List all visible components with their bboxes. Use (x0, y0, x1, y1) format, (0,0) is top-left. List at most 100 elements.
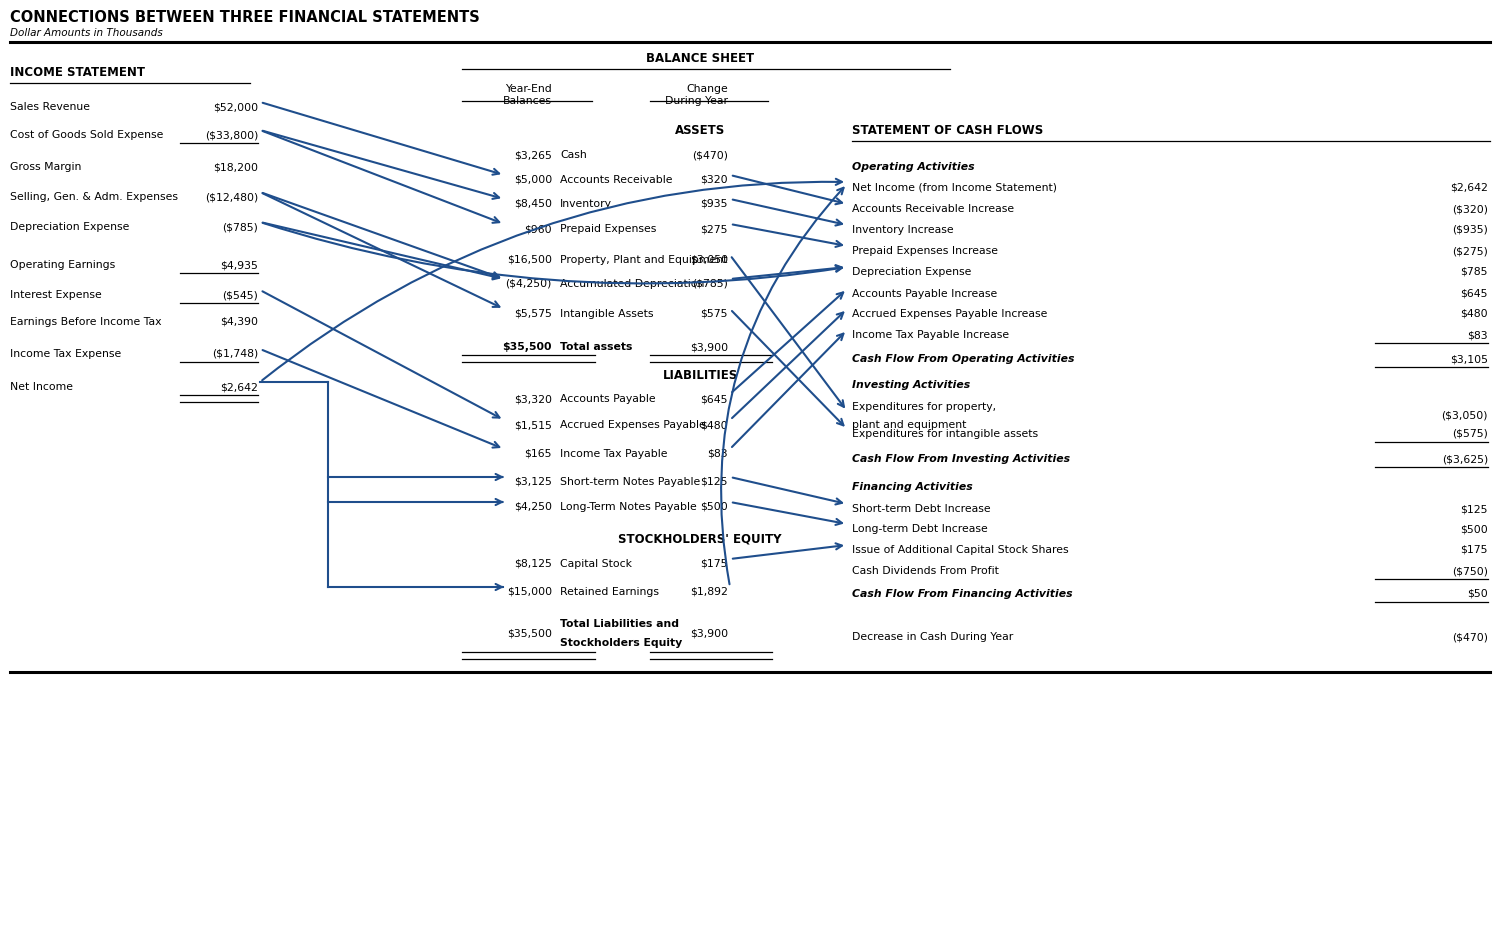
Text: $52,000: $52,000 (213, 102, 258, 112)
Text: $935: $935 (700, 199, 727, 209)
Text: $3,125: $3,125 (514, 477, 552, 487)
Text: LIABILITIES: LIABILITIES (663, 369, 738, 382)
Text: Cash Flow From Investing Activities: Cash Flow From Investing Activities (852, 454, 1070, 464)
Text: $18,200: $18,200 (213, 162, 258, 172)
Text: $2,642: $2,642 (220, 382, 258, 392)
Text: plant and equipment: plant and equipment (852, 420, 966, 430)
Text: $125: $125 (700, 477, 727, 487)
Text: Short-term Notes Payable: Short-term Notes Payable (560, 477, 700, 487)
Text: $4,935: $4,935 (220, 260, 258, 270)
Text: ($575): ($575) (1452, 429, 1488, 439)
Text: Interest Expense: Interest Expense (10, 290, 102, 300)
Text: ($275): ($275) (1452, 246, 1488, 256)
Text: ($4,250): ($4,250) (506, 279, 552, 289)
Text: $83: $83 (708, 449, 728, 459)
Text: Income Tax Payable Increase: Income Tax Payable Increase (852, 330, 1010, 340)
Text: Change
During Year: Change During Year (664, 84, 728, 106)
Text: $5,575: $5,575 (514, 309, 552, 319)
Text: $50: $50 (1467, 589, 1488, 599)
Text: Retained Earnings: Retained Earnings (560, 587, 658, 597)
Text: $83: $83 (1467, 330, 1488, 340)
Text: Year-End
Balances: Year-End Balances (503, 84, 552, 106)
Text: $4,250: $4,250 (514, 502, 552, 512)
Text: Cash Flow From Financing Activities: Cash Flow From Financing Activities (852, 589, 1072, 599)
Text: ASSETS: ASSETS (675, 124, 724, 137)
Text: Investing Activities: Investing Activities (852, 380, 970, 390)
Text: $645: $645 (700, 394, 727, 404)
Text: Expenditures for intangible assets: Expenditures for intangible assets (852, 429, 1038, 439)
Text: Income Tax Expense: Income Tax Expense (10, 349, 122, 359)
Text: Cash: Cash (560, 150, 586, 160)
Text: $175: $175 (1461, 545, 1488, 555)
Text: $3,900: $3,900 (690, 342, 728, 352)
Text: Depreciation Expense: Depreciation Expense (852, 267, 972, 277)
Text: ($545): ($545) (222, 290, 258, 300)
Text: Accumulated Depreciation: Accumulated Depreciation (560, 279, 705, 289)
Text: ($470): ($470) (692, 150, 728, 160)
Text: ($785): ($785) (222, 222, 258, 232)
Text: Accounts Receivable Increase: Accounts Receivable Increase (852, 204, 1014, 214)
Text: STOCKHOLDERS' EQUITY: STOCKHOLDERS' EQUITY (618, 532, 782, 545)
Text: ($935): ($935) (1452, 225, 1488, 235)
Text: Prepaid Expenses: Prepaid Expenses (560, 224, 657, 234)
Text: Gross Margin: Gross Margin (10, 162, 81, 172)
Text: Long-term Debt Increase: Long-term Debt Increase (852, 524, 987, 534)
Text: ($3,050): ($3,050) (1442, 411, 1488, 421)
Text: $480: $480 (1461, 309, 1488, 319)
Text: $960: $960 (525, 224, 552, 234)
Text: Short-term Debt Increase: Short-term Debt Increase (852, 504, 990, 514)
Text: $35,500: $35,500 (507, 629, 552, 639)
Text: $8,125: $8,125 (514, 559, 552, 569)
Text: Depreciation Expense: Depreciation Expense (10, 222, 129, 232)
Text: Prepaid Expenses Increase: Prepaid Expenses Increase (852, 246, 998, 256)
Text: $5,000: $5,000 (513, 175, 552, 185)
Text: Cash Flow From Operating Activities: Cash Flow From Operating Activities (852, 354, 1074, 364)
Text: Stockholders Equity: Stockholders Equity (560, 638, 682, 648)
Text: ($470): ($470) (1452, 632, 1488, 642)
Text: Total Liabilities and: Total Liabilities and (560, 619, 680, 629)
Text: Total assets: Total assets (560, 342, 633, 352)
Text: $500: $500 (700, 502, 727, 512)
Text: $275: $275 (700, 224, 727, 234)
Text: Property, Plant and Equipment: Property, Plant and Equipment (560, 255, 728, 265)
Text: BALANCE SHEET: BALANCE SHEET (646, 52, 754, 65)
Text: Net Income (from Income Statement): Net Income (from Income Statement) (852, 182, 1058, 192)
Text: $2,642: $2,642 (1450, 182, 1488, 192)
Text: Cost of Goods Sold Expense: Cost of Goods Sold Expense (10, 130, 164, 140)
Text: ($12,480): ($12,480) (204, 192, 258, 202)
Text: Accounts Receivable: Accounts Receivable (560, 175, 672, 185)
Text: Capital Stock: Capital Stock (560, 559, 632, 569)
Text: ($320): ($320) (1452, 204, 1488, 214)
Text: Decrease in Cash During Year: Decrease in Cash During Year (852, 632, 1014, 642)
Text: Long-Term Notes Payable: Long-Term Notes Payable (560, 502, 696, 512)
Text: $16,500: $16,500 (507, 255, 552, 265)
Text: $3,265: $3,265 (514, 150, 552, 160)
Text: Intangible Assets: Intangible Assets (560, 309, 654, 319)
Text: Selling, Gen. & Adm. Expenses: Selling, Gen. & Adm. Expenses (10, 192, 178, 202)
Text: $575: $575 (700, 309, 727, 319)
Text: Accounts Payable Increase: Accounts Payable Increase (852, 289, 998, 299)
Text: ($750): ($750) (1452, 566, 1488, 576)
Text: $500: $500 (1460, 524, 1488, 534)
Text: Issue of Additional Capital Stock Shares: Issue of Additional Capital Stock Shares (852, 545, 1068, 555)
Text: $320: $320 (700, 175, 727, 185)
Text: Inventory Increase: Inventory Increase (852, 225, 954, 235)
Text: ($3,625): ($3,625) (1442, 454, 1488, 464)
Text: Accrued Expenses Payable: Accrued Expenses Payable (560, 420, 705, 430)
Text: INCOME STATEMENT: INCOME STATEMENT (10, 66, 146, 79)
Text: ($1,748): ($1,748) (211, 349, 258, 359)
Text: $785: $785 (1461, 267, 1488, 277)
Text: $645: $645 (1461, 289, 1488, 299)
Text: Dollar Amounts in Thousands: Dollar Amounts in Thousands (10, 28, 162, 38)
Text: ($785): ($785) (692, 279, 728, 289)
Text: $175: $175 (700, 559, 727, 569)
Text: Operating Earnings: Operating Earnings (10, 260, 115, 270)
Text: $1,515: $1,515 (514, 420, 552, 430)
Text: $3,900: $3,900 (690, 629, 728, 639)
Text: Accounts Payable: Accounts Payable (560, 394, 656, 404)
Text: CONNECTIONS BETWEEN THREE FINANCIAL STATEMENTS: CONNECTIONS BETWEEN THREE FINANCIAL STAT… (10, 10, 480, 25)
Text: ($33,800): ($33,800) (204, 130, 258, 140)
Text: STATEMENT OF CASH FLOWS: STATEMENT OF CASH FLOWS (852, 124, 1044, 137)
Text: $15,000: $15,000 (507, 587, 552, 597)
Text: $1,892: $1,892 (690, 587, 728, 597)
